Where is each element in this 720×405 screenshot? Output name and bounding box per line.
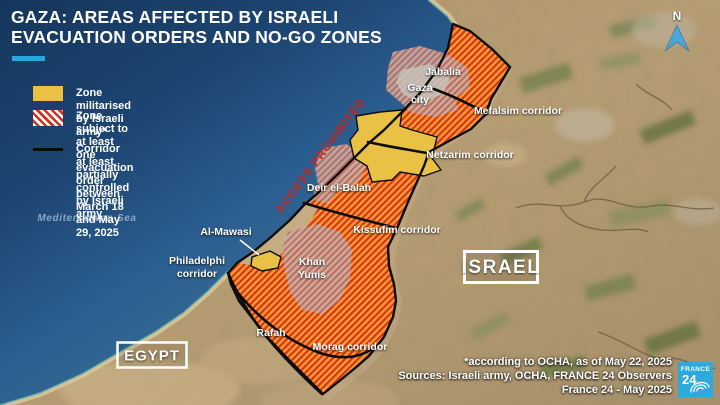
deir-south-area [313,182,336,204]
netzarim-corridor-line [366,140,429,155]
label-rafah: Rafah [256,327,285,339]
label-egypt: EGYPT [124,348,180,365]
label-philadelphi-2: corridor [177,268,217,280]
legend-evacuation-line-2: between March 18 and May 29, 2025 [76,187,124,239]
legend-evacuation-line-1: Zone subject to at least one evacuation … [76,110,134,187]
logo-swirl-icon [690,381,710,393]
label-deir-el-balah: Deir el-Balah [307,182,371,194]
corridor-line-swatch [33,148,63,151]
legend-item-corridor: Corridor at least partially controlled b… [33,143,129,221]
strip-outline [226,22,512,396]
source-note: *according to OCHA, as of May 22, 2025 S… [398,356,672,398]
legend-corridor-line-2: by Israeli army [76,194,124,220]
legend-corridor-line-1: Corridor at least partially controlled [76,143,130,194]
title-line-2: EVACUATION ORDERS AND NO-GO ZONES [11,27,382,48]
country-labels: ISRAEL EGYPT [116,250,541,369]
footer-credit: France 24 - May 2025 [561,384,672,397]
north-arrow-icon [664,24,690,52]
north-label: N [673,9,682,23]
label-gaza-city-2: city [411,94,429,106]
label-jabalia: Jabalia [425,66,461,78]
morag-corridor-line [229,282,374,359]
label-gaza-city-1: Gaza [407,82,432,94]
label-morag-corridor: Morag corridor [313,341,388,353]
logo-brand-text: FRANCE [680,366,711,373]
evacuation-zone-swatch [33,110,63,126]
page-title: GAZA: AREAS AFFECTED BY ISRAELI EVACUATI… [11,7,382,48]
title-underline-bar [12,56,45,61]
label-khan-yunis-2: Yunis [298,269,326,281]
militarised-zones [250,109,442,272]
label-netzarim-corridor: Netzarim corridor [426,149,514,161]
legend-item-militarised: Zone militarised by Israeli army* [33,86,131,139]
gaza-city-core [396,64,450,103]
egypt-box [116,341,188,369]
label-mefalsim-corridor: Mefalsim corridor [474,105,562,117]
israel-box [463,250,539,284]
footer-note: *according to OCHA, as of May 22, 2025 [464,356,672,369]
netzarim-militarised-zone [349,109,442,183]
al-mawasi-leader-line [239,239,260,256]
label-al-mawasi: Al-Mawasi [200,226,251,238]
mefalsim-corridor-line [432,87,489,116]
footer-sources: Sources: Israeli army, OCHA, FRANCE 24 O… [398,370,672,383]
legend-militarised-label: Zone militarised by Israeli army* [76,87,132,138]
logo-number-text: 24 [682,372,697,387]
title-line-1: GAZA: AREAS AFFECTED BY ISRAELI [11,7,339,27]
label-philadelphi-1: Philadelphi [169,255,225,267]
sea-label: Mediterranean Sea [37,213,136,224]
militarised-zone-swatch [33,86,63,101]
label-khan-yunis-1: Khan [299,256,325,268]
france24-logo: FRANCE 24 [678,362,713,397]
kissufim-corridor-line [302,201,398,230]
label-israel: ISRAEL [462,257,541,278]
gaza-strip [226,22,512,396]
almawasi-militarised-zone [250,250,282,272]
legend-item-evacuation: Zone subject to at least one evacuation … [33,110,133,240]
north-arrow: N [664,9,690,52]
khan-yunis-area [283,224,352,314]
label-kissufim-corridor: Kissufim corridor [353,224,441,236]
